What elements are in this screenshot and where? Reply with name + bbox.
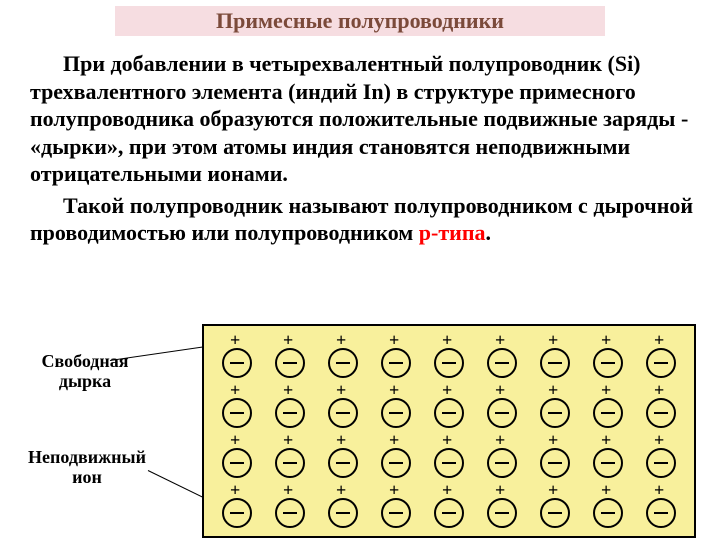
negative-ion-icon: [540, 348, 570, 378]
negative-ion-icon: [328, 398, 358, 428]
negative-ion-icon: [222, 448, 252, 478]
negative-ion-icon: [540, 398, 570, 428]
negative-ion-icon: [540, 498, 570, 528]
negative-ion-icon: [222, 398, 252, 428]
negative-ion-icon: [381, 448, 411, 478]
negative-ion-icon: [434, 348, 464, 378]
negative-ion-icon: [328, 448, 358, 478]
negative-ion-icon: [275, 448, 305, 478]
negative-ion-icon: [434, 498, 464, 528]
label-static-ion: Неподвижныйион: [12, 448, 162, 488]
negative-ion-icon: [434, 448, 464, 478]
negative-ion-icon: [487, 348, 517, 378]
negative-ion-icon: [593, 498, 623, 528]
negative-ion-icon: [328, 348, 358, 378]
negative-ion-icon: [593, 398, 623, 428]
negative-ion-icon: [275, 498, 305, 528]
negative-ion-icon: [487, 398, 517, 428]
negative-ion-icon: [275, 348, 305, 378]
label-static-ion-text: Неподвижныйион: [28, 447, 146, 487]
body-p2-part1: Такой полупроводник называют полупроводн…: [30, 193, 693, 246]
negative-ion-icon: [222, 348, 252, 378]
body-p2-highlight: p-типа: [419, 220, 486, 245]
negative-ion-icon: [487, 498, 517, 528]
negative-ion-icon: [593, 348, 623, 378]
body-text-block: При добавлении в четырехвалентный полупр…: [30, 50, 695, 251]
negative-ion-icon: [487, 448, 517, 478]
negative-ion-icon: [381, 398, 411, 428]
negative-ion-icon: [646, 348, 676, 378]
body-paragraph-1: При добавлении в четырехвалентный полупр…: [30, 50, 695, 188]
negative-ion-icon: [381, 498, 411, 528]
negative-ion-icon: [434, 398, 464, 428]
negative-ion-icon: [381, 348, 411, 378]
negative-ion-icon: [646, 498, 676, 528]
slide-title-band: Примесные полупроводники: [115, 6, 605, 36]
body-paragraph-2: Такой полупроводник называют полупроводн…: [30, 192, 695, 247]
negative-ion-icon: [328, 498, 358, 528]
negative-ion-icon: [540, 448, 570, 478]
lattice-diagram: ++++++++++++++++++++++++++++++++++++: [202, 324, 696, 538]
negative-ion-icon: [275, 398, 305, 428]
label-free-hole-text: Свободнаядырка: [41, 351, 128, 391]
slide-title-text: Примесные полупроводники: [216, 8, 504, 33]
negative-ion-icon: [646, 448, 676, 478]
negative-ion-icon: [646, 398, 676, 428]
negative-ion-icon: [222, 498, 252, 528]
negative-ion-icon: [593, 448, 623, 478]
body-p2-part2: .: [486, 220, 492, 245]
